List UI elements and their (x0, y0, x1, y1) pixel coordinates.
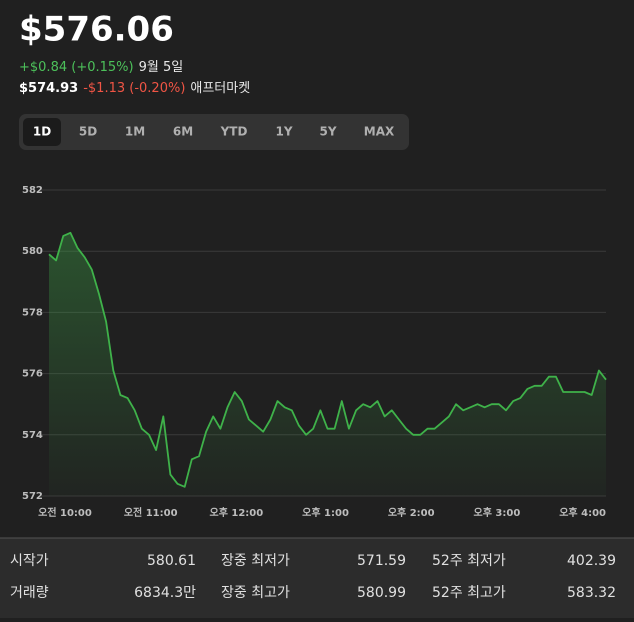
range-button[interactable]: MAX (364, 125, 395, 139)
range-bar (19, 114, 409, 150)
after-change: -$1.13 (-0.20%) (83, 81, 185, 96)
stat-value: 402.39 (567, 553, 616, 569)
range-buttons: 1D 5D 1M 6M YTD 1Y 5Y MAX (23, 118, 395, 146)
range-button-label: 1M (125, 125, 145, 139)
after-line: $574.93 -$1.13 (-0.20%) 애프터마켓 (19, 81, 250, 96)
area (49, 232, 606, 497)
y-tick-label: 572 (22, 491, 43, 502)
range-button[interactable]: 1M (125, 125, 145, 139)
change: +$0.84 (+0.15%) (19, 60, 134, 75)
range-button-label: 1Y (275, 125, 292, 139)
stats: 시작가 580.61 장중 최저가 571.59 52주 최저가 402.39 거래량 683… (10, 553, 616, 601)
x-tick-label: 오전 10:00 (38, 506, 92, 519)
stat-label: 시작가 (10, 553, 49, 569)
range-button-label: YTD (220, 125, 248, 139)
range-button-label: 1D (33, 125, 51, 139)
x-tick-label: 오후 12:00 (210, 506, 264, 519)
y-tick-label: 574 (22, 430, 43, 441)
y-tick-label: 582 (22, 185, 43, 196)
range-button-label: 5D (79, 125, 97, 139)
range-button-label: 5Y (319, 125, 336, 139)
x-tick-label: 오후 1:00 (302, 506, 349, 519)
range-button-bg (23, 118, 61, 146)
stat-value: 583.32 (567, 585, 616, 601)
stat-value: 6834.3만 (134, 585, 196, 601)
x-tick-label: 오전 11:00 (124, 506, 178, 519)
y-tick-label: 576 (22, 369, 43, 380)
stats-panel (0, 538, 634, 618)
range-button[interactable]: 5D (79, 125, 97, 139)
stat-label: 거래량 (10, 585, 49, 601)
stat-label: 장중 최고가 (221, 585, 290, 601)
y-tick-label: 578 (22, 307, 43, 318)
after-label: 애프터마켓 (190, 81, 250, 96)
x-tick-label: 오후 3:00 (474, 506, 521, 519)
stat-value: 580.99 (357, 585, 406, 601)
range-button[interactable]: 6M (173, 125, 193, 139)
stat-value: 571.59 (357, 553, 406, 569)
date: 9월 5일 (139, 60, 184, 75)
y-tick-label: 580 (22, 246, 43, 257)
range-button[interactable]: 5Y (319, 125, 336, 139)
stat-label: 장중 최저가 (221, 553, 290, 569)
stat-value: 580.61 (147, 553, 196, 569)
change-line: +$0.84 (+0.15%) 9월 5일 (19, 60, 183, 75)
price-line (48, 231, 607, 488)
range-button[interactable]: YTD (220, 125, 248, 139)
range-button[interactable]: 1Y (275, 125, 292, 139)
stat-label: 52주 최저가 (432, 553, 506, 569)
x-tick-label: 오후 2:00 (388, 506, 435, 519)
range-button[interactable]: 1D (23, 118, 61, 146)
after-price: $574.93 (19, 81, 78, 96)
stat-label: 52주 최고가 (432, 585, 506, 601)
x-tick-label: 오후 4:00 (559, 506, 606, 519)
range-button-label: MAX (364, 125, 395, 139)
price: $576.06 (19, 10, 174, 50)
range-button-label: 6M (173, 125, 193, 139)
chart: 572 574 576 578 580 582 오전 10:00 오전 11:00 오후 12:… (22, 185, 607, 519)
